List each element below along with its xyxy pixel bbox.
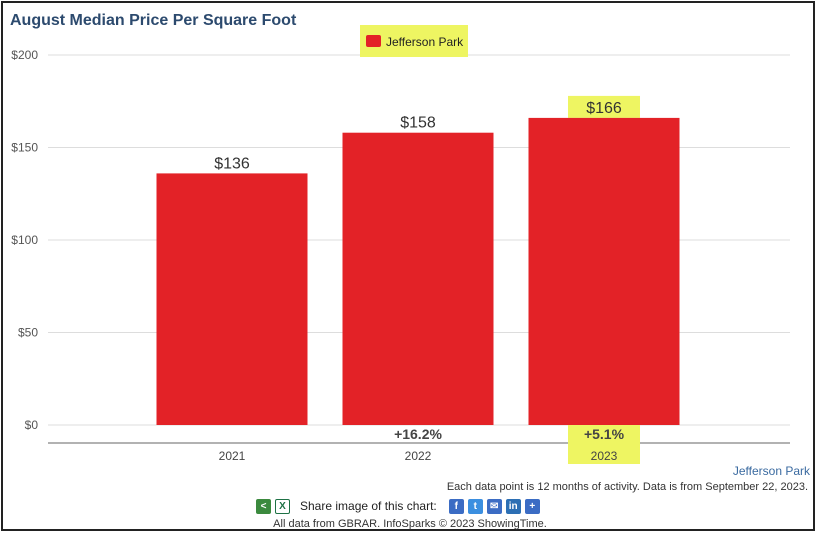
excel-icon[interactable]: X <box>275 498 290 514</box>
x-tick-label: 2023 <box>591 449 618 463</box>
data-label: $166 <box>586 100 622 117</box>
legend-label: Jefferson Park <box>386 35 464 49</box>
email-icon[interactable]: ✉ <box>486 498 502 514</box>
facebook-icon[interactable]: f <box>448 498 464 514</box>
region-label: Jefferson Park <box>732 464 810 478</box>
linkedin-icon[interactable]: in <box>505 498 521 514</box>
legend: Jefferson Park <box>360 25 468 57</box>
bar-2023 <box>528 117 680 426</box>
x-axis-labels: 2021 2022 2023 <box>219 449 618 463</box>
bar-2021 <box>156 173 308 425</box>
share-text: Share image of this chart: <box>300 499 437 513</box>
credit-line: All data from GBRAR. InfoSparks © 2023 S… <box>273 518 547 530</box>
change-label: +5.1% <box>584 426 625 442</box>
add-icon[interactable]: + <box>524 498 540 514</box>
change-labels: +16.2% +5.1% <box>394 426 625 442</box>
y-axis-labels: $0 $50 $100 $150 $200 <box>11 48 38 432</box>
data-label: $136 <box>214 155 250 172</box>
y-tick-label: $200 <box>11 48 38 62</box>
data-labels: $136 $158 $166 <box>214 100 622 172</box>
value-highlight <box>568 95 640 118</box>
highlight-boxes <box>568 95 640 464</box>
data-note: Each data point is 12 months of activity… <box>446 481 808 493</box>
data-label: $158 <box>400 115 436 132</box>
change-highlight <box>568 424 640 464</box>
bars <box>156 117 680 426</box>
change-label: +16.2% <box>394 426 442 442</box>
twitter-icon[interactable]: t <box>467 498 483 514</box>
chart-title: August Median Price Per Square Foot <box>10 12 297 29</box>
y-tick-label: $50 <box>18 326 38 340</box>
bar-chart: $0$50$100$150$200 $136$158$166 2021 2022 2… <box>11 25 790 464</box>
legend-swatch <box>366 35 381 47</box>
bar-2022 <box>342 132 494 425</box>
share-row: < X Share image of this chart: f t ✉ in … <box>256 497 540 515</box>
share-icon[interactable]: < <box>256 498 271 514</box>
y-tick-label: $0 <box>25 418 39 432</box>
y-tick-label: $150 <box>11 141 38 155</box>
y-tick-label: $100 <box>11 233 38 247</box>
x-tick-label: 2022 <box>405 449 432 463</box>
x-tick-label: 2021 <box>219 449 246 463</box>
